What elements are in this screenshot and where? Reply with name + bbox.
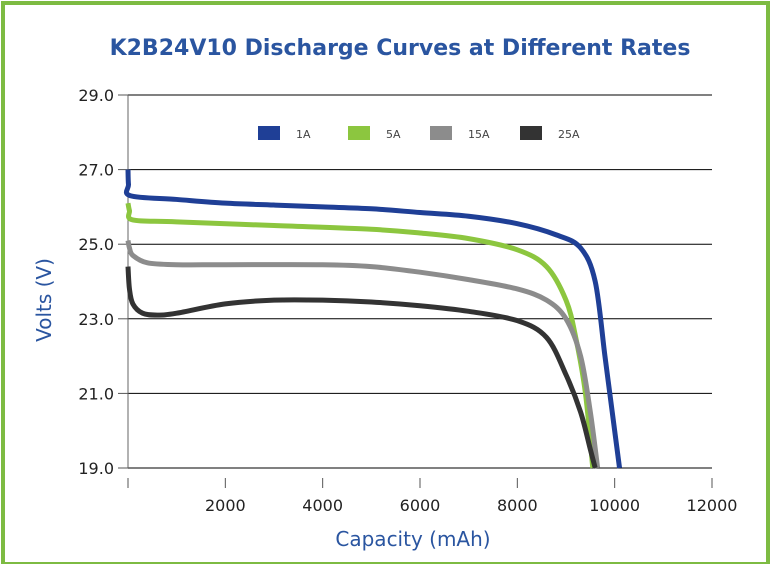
legend-label: 25A <box>558 128 580 141</box>
legend-label: 15A <box>468 128 490 141</box>
series-line-1a <box>123 169 623 469</box>
y-tick-label: 25.0 <box>78 235 114 254</box>
y-tick-label: 29.0 <box>78 86 114 105</box>
legend-swatch <box>430 126 452 140</box>
series-line-15a <box>125 239 601 469</box>
series-layer <box>123 169 623 469</box>
x-tick-label: 2000 <box>205 496 246 515</box>
legend-label: 5A <box>386 128 401 141</box>
grid-layer <box>127 94 712 469</box>
y-axis-label: Volts (V) <box>32 258 56 342</box>
y-tick-label: 21.0 <box>78 384 114 403</box>
series-line-25a <box>125 266 598 469</box>
y-tick-label: 19.0 <box>78 459 114 478</box>
y-tick-label: 23.0 <box>78 310 114 329</box>
x-tick-label: 12000 <box>687 496 738 515</box>
x-tick-label: 10000 <box>589 496 640 515</box>
x-tick-label: 8000 <box>497 496 538 515</box>
x-axis-ticks: 2000 4000 6000 8000 10000 12000 <box>127 478 738 515</box>
legend: 1A 5A 15A 25A <box>258 126 580 141</box>
legend-swatch <box>258 126 280 140</box>
legend-swatch <box>348 126 370 140</box>
x-tick-label: 4000 <box>302 496 343 515</box>
x-tick-label: 6000 <box>400 496 441 515</box>
legend-swatch <box>520 126 542 140</box>
y-tick-label: 27.0 <box>78 161 114 180</box>
x-axis-label: Capacity (mAh) <box>335 527 490 551</box>
legend-label: 1A <box>296 128 311 141</box>
y-axis-ticks: 19.0 21.0 23.0 25.0 27.0 29.0 <box>78 86 128 478</box>
chart-title: K2B24V10 Discharge Curves at Different R… <box>110 36 691 61</box>
